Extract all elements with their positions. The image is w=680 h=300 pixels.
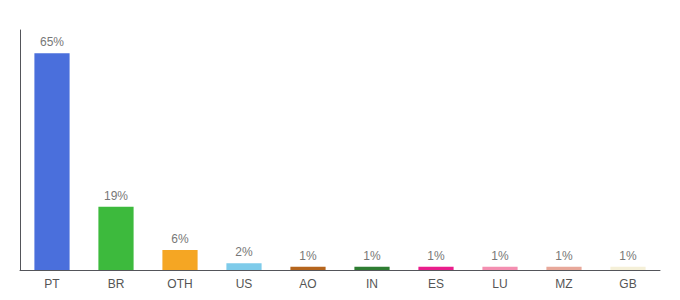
svg-text:AO: AO bbox=[299, 277, 316, 291]
svg-text:1%: 1% bbox=[363, 249, 381, 263]
svg-text:6%: 6% bbox=[171, 232, 189, 246]
svg-text:OTH: OTH bbox=[167, 277, 192, 291]
svg-text:MZ: MZ bbox=[555, 277, 572, 291]
svg-text:IN: IN bbox=[366, 277, 378, 291]
svg-text:1%: 1% bbox=[555, 249, 573, 263]
svg-text:1%: 1% bbox=[491, 249, 509, 263]
svg-text:2%: 2% bbox=[235, 245, 253, 259]
svg-text:LU: LU bbox=[492, 277, 507, 291]
svg-text:ES: ES bbox=[428, 277, 444, 291]
svg-text:19%: 19% bbox=[104, 189, 128, 203]
svg-text:GB: GB bbox=[619, 277, 636, 291]
svg-text:PT: PT bbox=[44, 277, 60, 291]
svg-text:1%: 1% bbox=[427, 249, 445, 263]
svg-text:65%: 65% bbox=[40, 35, 64, 49]
svg-text:BR: BR bbox=[108, 277, 125, 291]
svg-text:US: US bbox=[236, 277, 253, 291]
svg-text:1%: 1% bbox=[619, 249, 637, 263]
svg-text:1%: 1% bbox=[299, 249, 317, 263]
